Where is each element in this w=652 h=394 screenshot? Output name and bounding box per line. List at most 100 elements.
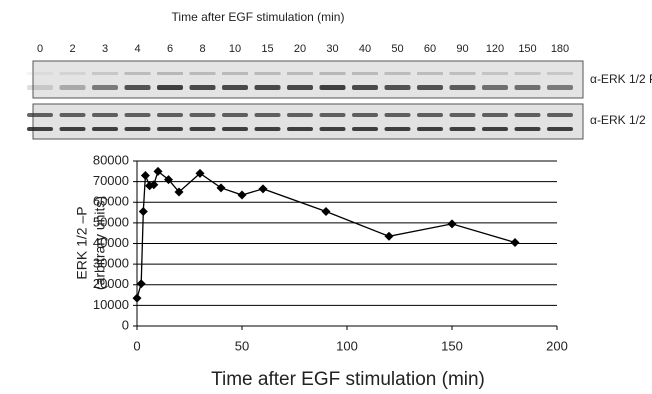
x-tick-label: 150 (441, 338, 463, 353)
band (255, 85, 281, 90)
band (190, 85, 216, 90)
row-label: α-ERK 1/2 (590, 113, 646, 127)
band (60, 72, 86, 75)
band (385, 113, 411, 117)
y-tick-label: 80000 (93, 152, 129, 167)
blot-title: Time after EGF stimulation (min) (172, 10, 345, 24)
band (157, 72, 183, 75)
band (515, 113, 541, 117)
band (482, 72, 508, 75)
band (92, 127, 118, 131)
data-point (511, 238, 520, 247)
band (320, 85, 346, 90)
band (92, 72, 118, 75)
band (417, 127, 443, 131)
band (417, 85, 443, 90)
y-tick-label: 20000 (93, 276, 129, 291)
blot-panel (33, 61, 583, 98)
band (190, 127, 216, 131)
data-point (322, 207, 331, 216)
band (92, 113, 118, 117)
band (482, 85, 508, 90)
band (27, 127, 53, 131)
band (450, 127, 476, 131)
band (352, 85, 378, 90)
data-point (385, 232, 394, 241)
lane-label: 2 (69, 43, 75, 55)
lane-label: 15 (261, 43, 273, 55)
band (287, 113, 313, 117)
data-point (137, 279, 146, 288)
x-axis-label: Time after EGF stimulation (min) (211, 369, 485, 390)
band (547, 72, 573, 75)
band (547, 113, 573, 117)
band (482, 127, 508, 131)
band (515, 72, 541, 75)
band (255, 113, 281, 117)
x-tick-label: 100 (336, 338, 358, 353)
data-point (133, 294, 142, 303)
data-line (137, 171, 515, 298)
lane-label: 180 (551, 43, 569, 55)
data-point (217, 183, 226, 192)
band (287, 127, 313, 131)
band (385, 85, 411, 90)
y-tick-label: 60000 (93, 194, 129, 209)
data-point (259, 184, 268, 193)
x-tick-label: 50 (235, 338, 249, 353)
y-tick-label: 30000 (93, 256, 129, 271)
band (287, 72, 313, 75)
x-tick-label: 200 (546, 338, 568, 353)
lane-label: 50 (391, 43, 403, 55)
band (417, 72, 443, 75)
band (60, 127, 86, 131)
lane-label: 120 (486, 43, 504, 55)
band (255, 127, 281, 131)
lane-label: 40 (359, 43, 371, 55)
band (222, 113, 248, 117)
band (320, 113, 346, 117)
y-tick-label: 40000 (93, 235, 129, 250)
band (352, 113, 378, 117)
band (450, 85, 476, 90)
band (515, 85, 541, 90)
band (125, 72, 151, 75)
lane-label: 60 (424, 43, 436, 55)
band (125, 85, 151, 90)
band (547, 127, 573, 131)
band (222, 72, 248, 75)
row-label: α-ERK 1/2 P (590, 72, 652, 86)
band (287, 85, 313, 90)
band (125, 127, 151, 131)
lane-label: 30 (326, 43, 338, 55)
band (27, 85, 53, 90)
band (515, 127, 541, 131)
lane-label: 3 (102, 43, 108, 55)
data-point (141, 171, 150, 180)
lane-label: 10 (229, 43, 241, 55)
band (547, 85, 573, 90)
x-tick-label: 0 (133, 338, 140, 353)
y-tick-label: 0 (122, 317, 129, 332)
data-point (448, 219, 457, 228)
band (157, 113, 183, 117)
band (157, 85, 183, 90)
band (222, 127, 248, 131)
y-tick-label: 10000 (93, 297, 129, 312)
lane-label: 150 (518, 43, 536, 55)
band (385, 72, 411, 75)
band (27, 113, 53, 117)
band (352, 72, 378, 75)
band (385, 127, 411, 131)
band (92, 85, 118, 90)
y-axis-label: ERK 1/2 –P (74, 206, 90, 279)
lane-label: 90 (456, 43, 468, 55)
lane-label: 20 (294, 43, 306, 55)
band (27, 72, 53, 75)
band (482, 113, 508, 117)
y-tick-label: 70000 (93, 173, 129, 188)
band (222, 85, 248, 90)
band (320, 127, 346, 131)
data-point (238, 191, 247, 200)
blot-panel (33, 104, 583, 139)
